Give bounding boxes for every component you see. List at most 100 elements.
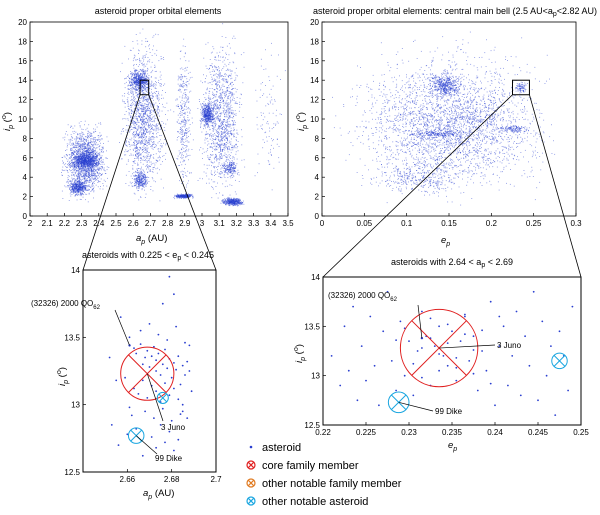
panel-full-belt-point	[91, 173, 93, 175]
panel-full-belt-point	[131, 75, 133, 77]
panel-full-belt-point	[150, 105, 152, 107]
panel-full-belt-point	[129, 89, 131, 90]
panel-full-belt-point	[179, 153, 180, 155]
panel-full-belt-point	[136, 178, 137, 180]
panel-full-belt-point	[76, 190, 78, 192]
panel-full-belt-point	[80, 166, 82, 168]
panel-full-belt-point	[147, 172, 148, 173]
panel-full-belt-point	[80, 160, 82, 162]
panel-full-belt-point	[97, 164, 99, 166]
panel-full-belt-point	[81, 148, 83, 150]
panel-full-belt-point	[186, 84, 187, 86]
panel-full-belt-point	[83, 163, 85, 164]
panel-full-belt-point	[88, 184, 90, 186]
panel-full-belt-point	[142, 70, 143, 72]
panel-full-belt-point	[88, 150, 90, 152]
panel-full-belt-point	[134, 181, 136, 183]
panel-full-belt-point	[70, 183, 72, 185]
panel-full-belt-point	[150, 85, 152, 87]
panel-full-belt-point	[76, 186, 77, 188]
panel-full-belt-point	[145, 139, 147, 141]
panel-full-belt-point	[78, 171, 80, 173]
panel-full-belt-point	[84, 157, 86, 159]
panel-full-belt-point	[87, 175, 89, 177]
panel-full-belt-point	[147, 83, 149, 84]
panel-full-belt-point	[136, 78, 138, 79]
panel-full-belt-point	[82, 163, 84, 164]
panel-full-belt-point	[140, 160, 141, 162]
panel-full-belt-point	[133, 77, 135, 78]
panel-full-belt-point	[132, 84, 133, 86]
panel-full-belt-point	[78, 172, 80, 174]
panel-full-belt-point	[61, 174, 63, 176]
panel-full-belt-point	[153, 121, 155, 123]
panel-full-belt-point	[140, 113, 142, 115]
panel-full-belt-point	[126, 145, 127, 146]
panel-full-belt-point	[150, 139, 152, 140]
panel-full-belt-point	[135, 155, 136, 157]
panel-full-belt-point	[76, 178, 78, 180]
panel-full-belt-point	[129, 130, 131, 132]
panel-full-belt-point	[101, 169, 102, 171]
panel-full-belt-point	[90, 138, 92, 140]
panel-full-belt-point	[95, 156, 97, 158]
panel-full-belt-point	[82, 167, 83, 169]
panel-full-belt-point	[162, 90, 163, 91]
panel-full-belt-point	[84, 146, 86, 147]
panel-full-belt-point	[83, 172, 85, 174]
panel-full-belt-point	[96, 158, 98, 160]
panel-full-belt-point	[98, 161, 99, 162]
panel-full-belt-point	[177, 105, 179, 107]
panel-full-belt-point	[71, 140, 73, 141]
panel-full-belt-point	[185, 145, 187, 146]
panel-full-belt-point	[165, 158, 166, 160]
panel-full-belt-point	[63, 161, 64, 163]
panel-full-belt-point	[136, 151, 138, 153]
panel-full-belt-point	[161, 83, 162, 85]
panel-full-belt-point	[136, 69, 138, 71]
panel-full-belt-point	[93, 163, 94, 165]
panel-full-belt-point	[75, 148, 76, 150]
panel-full-belt-point	[71, 186, 73, 188]
panel-full-belt-point	[177, 137, 178, 138]
panel-full-belt-point	[141, 97, 142, 99]
panel-full-belt-point	[98, 146, 100, 148]
panel-full-belt-point	[146, 99, 148, 101]
panel-full-belt-point	[78, 155, 80, 157]
panel-full-belt-point	[76, 156, 77, 158]
panel-full-belt-point	[155, 124, 157, 125]
panel-full-belt-point	[82, 153, 84, 154]
panel-full-belt-point	[149, 125, 150, 126]
panel-full-belt-point	[93, 175, 94, 176]
panel-full-belt-point	[90, 175, 92, 177]
panel-full-belt-point	[69, 154, 71, 156]
panel-full-belt-point	[148, 118, 150, 119]
panel-full-belt-point	[154, 164, 156, 166]
panel-full-belt-point	[134, 76, 136, 78]
panel-full-belt-point	[91, 160, 93, 162]
panel-full-belt-point	[133, 77, 134, 79]
panel-full-belt-point	[156, 110, 158, 112]
panel-full-belt-point	[83, 158, 85, 160]
panel-full-belt-point	[71, 161, 73, 163]
panel-full-belt-point	[132, 91, 134, 93]
panel-full-belt-point	[134, 90, 136, 92]
panel-full-belt-point	[102, 173, 103, 175]
panel-full-belt-point	[140, 154, 142, 156]
panel-full-belt-point	[94, 175, 96, 177]
panel-full-belt-point	[99, 162, 100, 164]
panel-full-belt-point	[131, 81, 133, 83]
panel-full-belt-point	[149, 157, 151, 159]
panel-full-belt-point	[72, 167, 74, 168]
panel-full-belt-point	[165, 114, 166, 115]
panel-full-belt-point	[147, 40, 149, 42]
panel-full-belt-point	[83, 168, 85, 170]
panel-full-belt-point	[142, 122, 144, 124]
panel-full-belt-point	[76, 171, 78, 173]
panel-full-belt-point	[134, 180, 136, 182]
panel-full-belt-point	[85, 147, 86, 148]
panel-full-belt-point	[138, 75, 140, 77]
panel-full-belt-point	[78, 190, 80, 192]
panel-full-belt-point	[146, 168, 147, 170]
panel-full-belt-point	[101, 159, 102, 161]
